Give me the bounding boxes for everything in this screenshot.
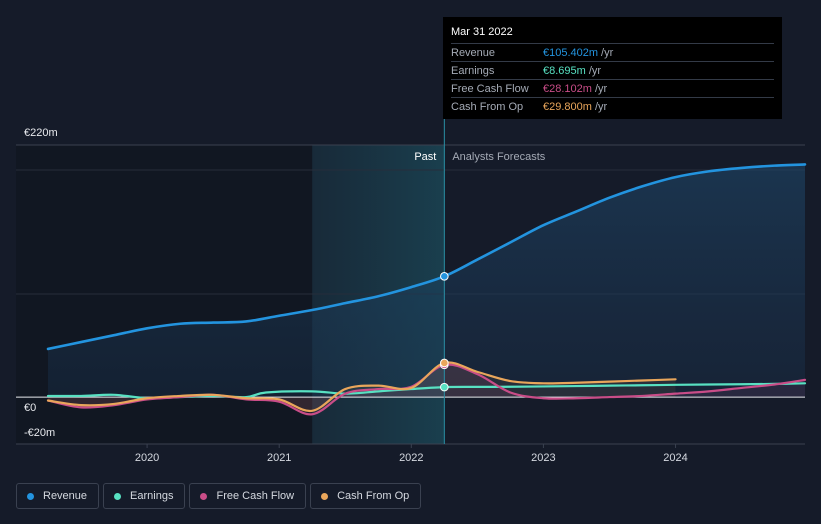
hover-point-revenue (440, 272, 449, 281)
tooltip-value: €105.402m (543, 46, 599, 59)
legend-label: Cash From Op (337, 490, 410, 502)
legend-item-cash-from-op[interactable]: Cash From Op (310, 483, 422, 509)
chart-area: Past Analysts Forecasts €220m €0 -€20m 2020 20… (16, 119, 807, 464)
tooltip-label: Cash From Op (451, 100, 524, 113)
legend-item-earnings[interactable]: Earnings (103, 483, 186, 509)
x-tick-label: 2024 (663, 452, 687, 464)
hover-point-cash-from-op (440, 358, 449, 368)
x-tick-label: 2020 (135, 452, 159, 464)
legend-dot-icon (27, 492, 34, 500)
legend-label: Earnings (130, 490, 174, 502)
series-line-revenue (46, 163, 807, 351)
tooltip-unit: /yr (594, 82, 608, 95)
legend-dot-icon (321, 492, 329, 500)
series-line-cash-from-op (46, 361, 677, 413)
free-cash-flow-area (48, 364, 805, 415)
chart-tooltip: Mar 31 2022 Revenue €105.402m /yr Earnin… (443, 17, 782, 119)
tooltip-label: Revenue (451, 46, 496, 59)
tooltip-unit: /yr (601, 46, 614, 59)
tooltip-row-earnings: Earnings €8.695m /yr (451, 61, 774, 79)
tooltip-value: €28.102m (543, 82, 592, 95)
y-tick-label: -€20m (24, 427, 55, 439)
forecast-label: Analysts Forecasts (452, 151, 545, 163)
hover-point-earnings (440, 382, 449, 392)
tooltip-value: €29.800m (543, 100, 592, 113)
tooltip-label: Free Cash Flow (451, 82, 529, 95)
y-tick-label: €0 (24, 402, 36, 414)
revenue-area (48, 164, 805, 398)
chart-legend: Revenue Earnings Free Cash Flow Cash Fro… (16, 483, 422, 509)
tooltip-unit: /yr (588, 64, 602, 77)
legend-label: Revenue (43, 490, 88, 502)
x-tick-label: 2023 (531, 452, 555, 464)
x-tick-label: 2022 (399, 452, 423, 464)
past-label: Past (414, 151, 436, 163)
tooltip-unit: /yr (594, 100, 608, 113)
tooltip-value: €8.695m (543, 64, 586, 77)
legend-label: Free Cash Flow (216, 490, 295, 502)
tooltip-row-revenue: Revenue €105.402m /yr (451, 43, 774, 61)
legend-item-free-cash-flow[interactable]: Free Cash Flow (189, 483, 307, 509)
x-tick-label: 2021 (267, 452, 291, 464)
tooltip-label: Earnings (451, 64, 495, 77)
tooltip-row-cash-from-op: Cash From Op €29.800m /yr (451, 97, 774, 115)
tooltip-row-free-cash-flow: Free Cash Flow €28.102m /yr (451, 79, 774, 97)
y-tick-label: €220m (24, 127, 58, 139)
legend-dot-icon (114, 492, 122, 500)
tooltip-date: Mar 31 2022 (451, 26, 513, 38)
legend-dot-icon (200, 492, 208, 500)
legend-item-revenue[interactable]: Revenue (16, 483, 100, 509)
